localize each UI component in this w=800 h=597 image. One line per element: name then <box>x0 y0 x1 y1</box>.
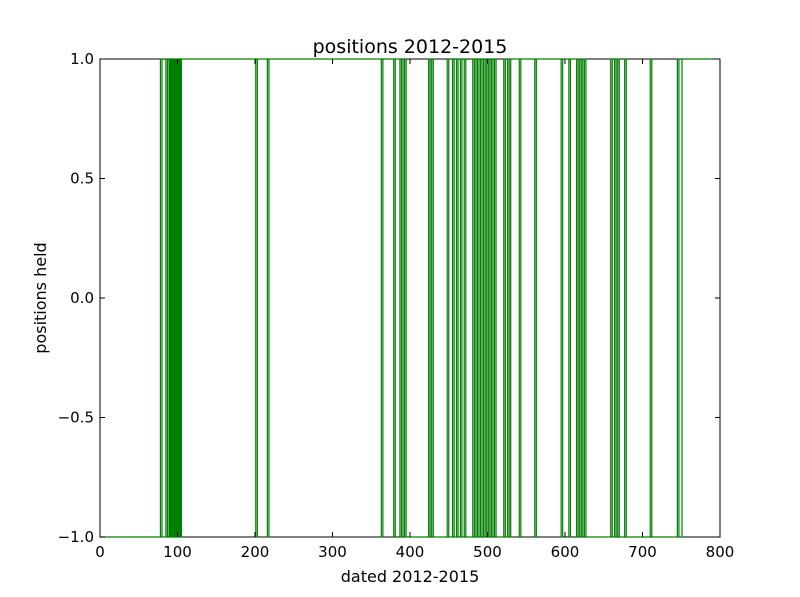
x-tick-label: 500 <box>473 543 502 561</box>
plot-area <box>99 58 721 538</box>
x-tick-label: 600 <box>551 543 580 561</box>
x-axis-ticks: 0 100 200 300 400 500 600 700 800 <box>95 59 734 561</box>
x-tick-label: 300 <box>318 543 347 561</box>
chart-title: positions 2012-2015 <box>313 36 508 58</box>
x-tick-label: 700 <box>628 543 657 561</box>
x-tick-label: 400 <box>396 543 425 561</box>
y-axis-ticks: 1.0 0.5 0.0 −0.5 −1.0 <box>58 50 720 546</box>
x-tick-label: 200 <box>241 543 270 561</box>
y-tick-label: −0.5 <box>58 409 94 427</box>
x-tick-label: 800 <box>706 543 735 561</box>
y-tick-label: −1.0 <box>58 528 94 546</box>
x-tick-label: 100 <box>163 543 192 561</box>
y-axis-label: positions held <box>31 242 50 353</box>
plot-frame <box>99 58 721 538</box>
y-tick-label: 1.0 <box>70 50 94 68</box>
y-tick-label: 0.5 <box>70 170 94 188</box>
y-tick-label: 0.0 <box>70 289 94 307</box>
x-tick-label: 0 <box>95 543 105 561</box>
x-axis-label: dated 2012-2015 <box>341 567 480 586</box>
